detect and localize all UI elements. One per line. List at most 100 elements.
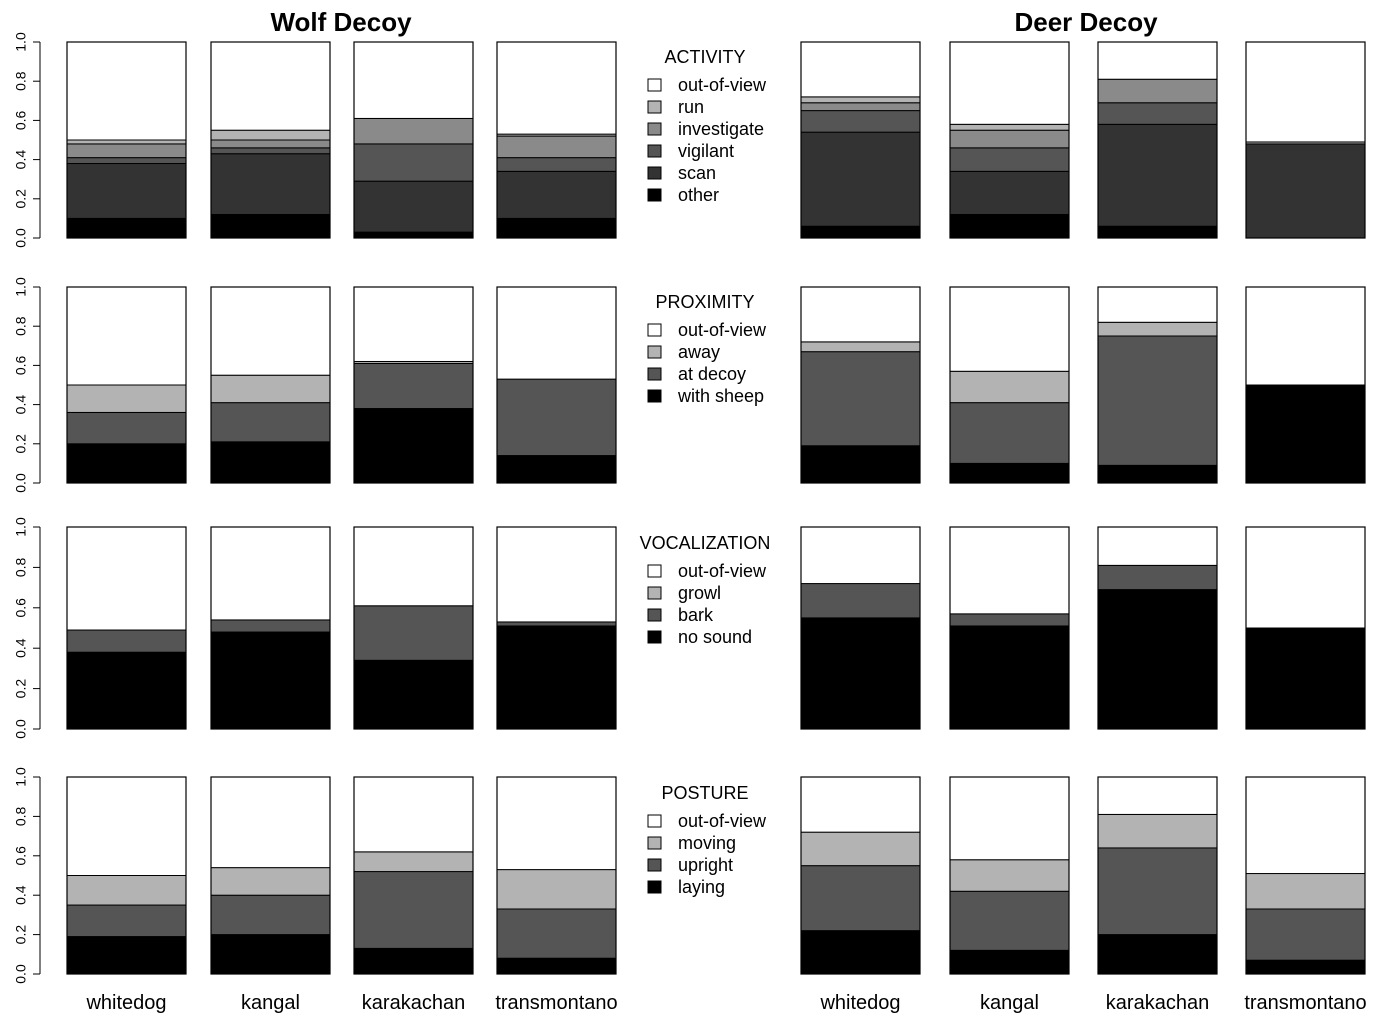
y-tick-label: 0.2 xyxy=(13,679,29,699)
bar-segment-no-sound-kangal xyxy=(949,625,1070,730)
legend-label: moving xyxy=(678,833,736,853)
y-tick-label: 0.6 xyxy=(13,598,29,618)
legend-swatch xyxy=(647,814,662,828)
legend-label: out-of-view xyxy=(678,75,767,95)
y-tick-label: 0.8 xyxy=(13,806,29,826)
bar-frame-karakachan xyxy=(1097,526,1218,730)
y-tick-label: 0.0 xyxy=(13,228,29,248)
bar-segment-out-of-view-karakachan xyxy=(353,526,474,607)
bar-segment-out-of-view-transmontano xyxy=(1245,526,1366,629)
bar-segment-out-of-view-karakachan xyxy=(1097,776,1218,815)
bar-segment-vigilant-kangal xyxy=(210,147,331,155)
bar-segment-out-of-view-whitedog xyxy=(66,526,187,631)
bar-frame-karakachan xyxy=(353,776,474,975)
bar-segment-upright-transmontano xyxy=(496,908,617,959)
legend-label: out-of-view xyxy=(678,561,767,581)
legend-label: other xyxy=(678,185,719,205)
legend-label: bark xyxy=(678,605,714,625)
bar-segment-investigate-whitedog xyxy=(66,143,187,159)
bar-segment-no-sound-transmontano xyxy=(496,625,617,730)
bar-frame-karakachan xyxy=(353,41,474,239)
legend-label: with sheep xyxy=(677,386,764,406)
y-tick-label: 1.0 xyxy=(13,277,29,297)
deer-decoy-title: Deer Decoy xyxy=(1014,7,1158,37)
bar-segment-at-decoy-kangal xyxy=(949,402,1070,464)
bar-segment-investigate-transmontano xyxy=(496,135,617,159)
bar-segment-with-sheep-whitedog xyxy=(66,443,187,484)
bar-segment-bark-karakachan xyxy=(1097,564,1218,591)
bar-segment-upright-karakachan xyxy=(1097,847,1218,936)
legend-label: upright xyxy=(678,855,733,875)
y-tick-label: 0.0 xyxy=(13,473,29,493)
chart-panels: 0.00.20.40.60.81.00.00.20.40.60.81.00.00… xyxy=(13,32,1366,984)
bar-segment-scan-kangal xyxy=(210,153,331,215)
bar-segment-out-of-view-whitedog xyxy=(800,286,921,343)
bar-segment-investigate-whitedog xyxy=(800,102,921,112)
panel-posture-wolf xyxy=(66,776,617,975)
bar-segment-scan-transmontano xyxy=(496,170,617,219)
y-tick-label: 0.8 xyxy=(13,316,29,336)
y-tick-label: 0.2 xyxy=(13,925,29,945)
bar-segment-upright-whitedog xyxy=(66,904,187,938)
bar-segment-bark-whitedog xyxy=(66,629,187,653)
bar-segment-out-of-view-karakachan xyxy=(1097,286,1218,323)
legend-swatch xyxy=(647,166,662,180)
bar-frame-transmontano xyxy=(1245,776,1366,975)
y-tick-label: 0.6 xyxy=(13,846,29,866)
bar-segment-investigate-karakachan xyxy=(353,117,474,145)
y-tick-label: 0.0 xyxy=(13,964,29,984)
bar-frame-karakachan xyxy=(1097,286,1218,484)
y-tick-label: 0.4 xyxy=(13,885,29,905)
bar-frame-kangal xyxy=(949,776,1070,975)
bar-segment-vigilant-karakachan xyxy=(1097,102,1218,125)
bar-frame-whitedog xyxy=(800,526,921,730)
legend-activity: ACTIVITY out-of-viewruninvestigatevigilan… xyxy=(647,47,767,205)
bar-frame-whitedog xyxy=(800,286,921,484)
bar-segment-at-decoy-kangal xyxy=(210,402,331,443)
bar-segment-out-of-view-transmontano xyxy=(496,41,617,135)
bar-segment-bark-karakachan xyxy=(353,605,474,661)
bar-frame-kangal xyxy=(949,41,1070,239)
legend-swatch xyxy=(647,608,662,622)
legend-swatch xyxy=(647,880,662,894)
bar-segment-run-kangal xyxy=(210,129,331,141)
panel-vocalization-wolf xyxy=(66,526,617,730)
legend-label: away xyxy=(678,342,720,362)
bar-segment-scan-whitedog xyxy=(66,163,187,219)
bar-segment-laying-whitedog xyxy=(800,930,921,975)
x-category-label: transmontano xyxy=(495,992,617,1014)
legend-title: ACTIVITY xyxy=(664,47,745,67)
x-category-label: kangal xyxy=(241,992,300,1014)
legend-title: PROXIMITY xyxy=(655,292,754,312)
bar-frame-kangal xyxy=(949,286,1070,484)
bar-segment-out-of-view-whitedog xyxy=(800,526,921,585)
bar-segment-no-sound-transmontano xyxy=(1245,627,1366,730)
bar-frame-whitedog xyxy=(66,776,187,975)
bar-segment-with-sheep-whitedog xyxy=(800,445,921,484)
bar-segment-out-of-view-kangal xyxy=(949,526,1070,615)
legend-label: at decoy xyxy=(678,364,746,384)
bar-segment-scan-transmontano xyxy=(1245,143,1366,239)
bar-frame-transmontano xyxy=(496,776,617,975)
bar-segment-scan-kangal xyxy=(949,170,1070,215)
y-tick-label: 0.6 xyxy=(13,355,29,375)
bar-frame-kangal xyxy=(210,776,331,975)
bar-segment-with-sheep-karakachan xyxy=(353,408,474,484)
bar-segment-upright-whitedog xyxy=(800,865,921,932)
bar-segment-bark-whitedog xyxy=(800,583,921,619)
bar-segment-other-karakachan xyxy=(353,231,474,239)
bar-segment-away-kangal xyxy=(949,370,1070,404)
bar-frame-karakachan xyxy=(353,286,474,484)
bar-frame-transmontano xyxy=(1245,41,1366,239)
bar-segment-with-sheep-karakachan xyxy=(1097,464,1218,484)
bar-segment-with-sheep-transmontano xyxy=(1245,384,1366,484)
bar-segment-out-of-view-kangal xyxy=(949,41,1070,125)
bar-segment-other-whitedog xyxy=(66,217,187,239)
bar-segment-laying-whitedog xyxy=(66,936,187,975)
legend-label: vigilant xyxy=(678,141,734,161)
bar-frame-transmontano xyxy=(496,286,617,484)
y-tick-label: 0.2 xyxy=(13,189,29,209)
bar-segment-vigilant-whitedog xyxy=(800,110,921,133)
bar-segment-at-decoy-whitedog xyxy=(66,411,187,445)
